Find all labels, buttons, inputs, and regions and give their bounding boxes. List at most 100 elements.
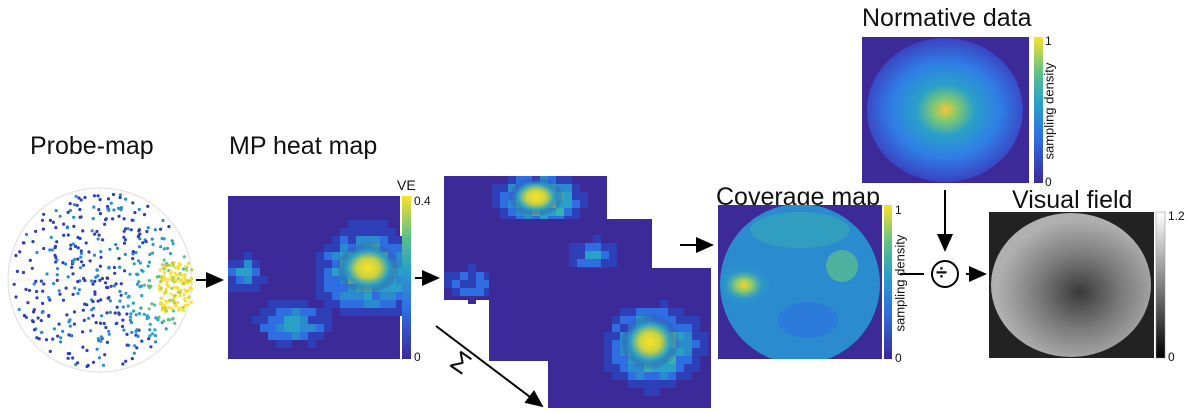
probe-point [96,299,100,303]
probe-point [164,309,169,313]
probe-point [35,289,39,294]
probe-point [97,356,101,360]
probe-point [148,334,152,338]
probe-point [35,296,39,300]
probe-point [55,278,59,282]
heat-map-title: MP heat map [229,132,378,160]
heat-pixel [388,308,396,316]
probe-point [64,262,68,266]
probe-point [162,319,166,323]
heat-pixel [476,288,484,296]
probe-point [159,227,163,231]
probe-point [92,253,97,257]
heat-pixel [684,372,692,380]
probe-point [126,304,130,308]
probe-point [182,255,186,259]
heat-pixel [308,324,316,332]
heat-pixel [620,316,628,324]
probe-point [122,235,126,239]
probe-point [47,313,51,318]
probe-point [83,195,87,200]
probe-point [158,268,162,272]
heat-pixel [252,284,260,292]
heat-pixel [244,268,252,276]
probe-point [68,318,72,322]
heat-pixel [700,356,708,364]
probe-point [159,245,163,249]
probe-point [21,270,26,275]
probe-point [174,304,178,308]
probe-point [120,324,125,329]
heat-pixel [372,228,380,236]
probe-point [172,285,176,289]
probe-point [55,273,59,277]
probe-point [121,318,125,322]
coverage-map [718,205,892,359]
heat-pixel [388,292,396,300]
probe-point [97,233,101,237]
heat-pixel [601,259,609,267]
probe-point [135,346,139,350]
probe-point [35,250,39,255]
visual-colorbar [1155,211,1166,359]
probe-point [91,299,95,304]
probe-point [185,268,189,272]
probe-point [186,289,190,293]
probe-point [189,280,193,284]
heat-pixel [604,348,612,356]
probe-point [159,275,163,279]
probe-point [133,211,137,215]
heat-pixel [348,220,356,228]
probe-point [144,240,148,244]
probe-point [24,315,28,319]
probe-point [136,235,140,239]
probe-point [57,322,61,326]
probe-point [93,232,97,236]
probe-point [170,239,174,243]
heat-pixel [444,288,452,296]
probe-point [68,324,72,328]
probe-point [85,348,89,353]
heat-pixel [300,324,308,332]
probe-point [61,298,66,302]
heat-pixel [332,236,340,244]
probe-point [136,334,140,338]
heat-pixel [324,324,332,332]
heat-pixel [644,308,652,316]
heat-pixel [396,268,404,276]
probe-point [183,296,187,300]
probe-point [106,286,110,290]
probe-point [76,291,80,296]
probe-point [107,265,111,269]
heat-pixel [628,364,636,372]
probe-point [159,296,163,301]
probe-point [68,208,72,213]
flow-arrows [196,190,987,408]
heat-pixel [692,364,700,372]
heat-pixel [601,235,609,243]
probe-point [137,312,142,316]
heat-pixel [684,356,692,364]
heat-pixel [676,332,684,340]
probe-point [31,320,35,324]
probe-point [138,232,142,236]
probe-point [170,278,174,282]
probe-point [166,305,170,309]
probe-point [155,275,159,279]
heat-pixel [284,308,292,316]
heat-pixel [316,276,324,284]
heat-pixel [460,288,468,296]
heat-pixel [244,276,252,284]
probe-point [72,203,76,207]
probe-point [159,280,163,284]
probe-point [34,279,38,283]
heat-pixel [364,228,372,236]
heat-pixel [676,308,684,316]
heat-pixel [252,276,260,284]
heat-pixel [316,252,324,260]
heat-pixel [585,259,593,267]
probe-point [122,217,126,221]
probe-point [167,225,171,229]
heat-pixel [604,364,612,372]
probe-point [129,320,133,325]
